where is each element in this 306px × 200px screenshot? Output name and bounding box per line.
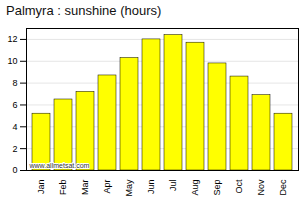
svg-text:Jul: Jul — [168, 180, 178, 192]
svg-text:Nov: Nov — [256, 179, 266, 196]
svg-text:12: 12 — [7, 34, 17, 44]
svg-text:Jun: Jun — [146, 180, 156, 195]
svg-text:Aug: Aug — [190, 180, 200, 196]
svg-text:Feb: Feb — [58, 180, 68, 196]
svg-text:6: 6 — [12, 100, 17, 110]
svg-text:Jan: Jan — [36, 180, 46, 195]
svg-text:4: 4 — [12, 122, 17, 132]
html-text:Palmyra : sunshine (hours): Palmyra : sunshine (hours) — [6, 3, 162, 18]
svg-text:Dec: Dec — [278, 179, 288, 196]
svg-text:Mar: Mar — [80, 179, 90, 195]
svg-text:10: 10 — [7, 56, 17, 66]
svg-text:Oct: Oct — [234, 179, 244, 194]
svg-text:Apr: Apr — [102, 180, 112, 194]
svg-text:Sep: Sep — [212, 180, 222, 196]
svg-text:www.allmetsat.com: www.allmetsat.com — [29, 162, 90, 169]
svg-text:2: 2 — [12, 144, 17, 154]
svg-text:May: May — [124, 179, 134, 197]
svg-text:8: 8 — [12, 78, 17, 88]
svg-text:0: 0 — [12, 165, 17, 175]
